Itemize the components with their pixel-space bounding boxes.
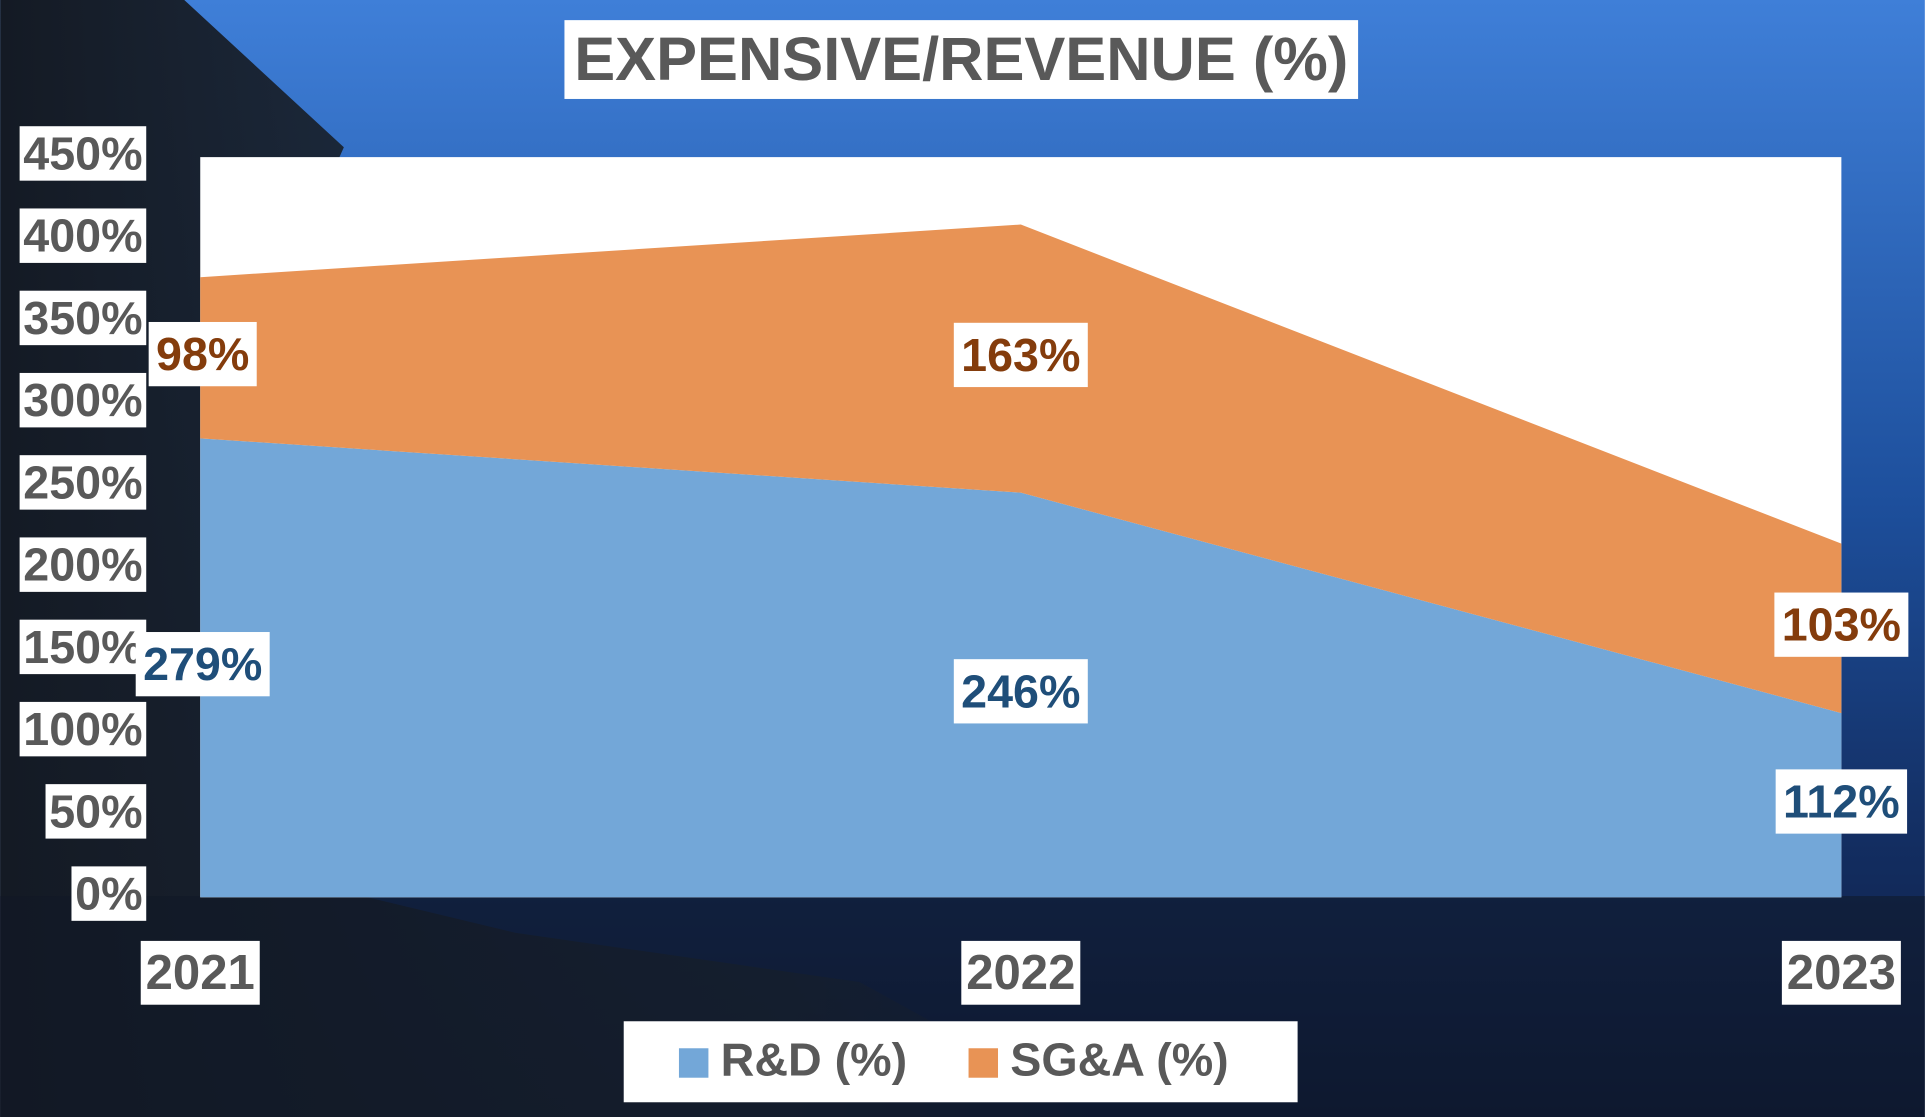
y-tick-label-background [71,866,147,921]
data-label-background [1775,769,1908,834]
y-tick-label-background [19,701,147,757]
chart-title-box: EXPENSIVE/REVENUE (%) [564,20,1359,99]
x-tick-label: 2021 [146,946,255,1000]
legend-swatch [678,1048,709,1078]
data-label: 98% [156,328,249,380]
x-tick-label-box: 2021 [140,940,260,1005]
data-label-box: 103% [1774,592,1909,657]
y-tick-label-background [19,455,147,510]
y-tick-label-box: 400% [19,208,147,263]
chart-title: EXPENSIVE/REVENUE (%) [574,25,1348,94]
legend-label: R&D (%) [721,1033,907,1085]
data-label: 163% [961,329,1080,381]
data-label: 279% [143,638,262,690]
legend: R&D (%) SG&A (%) [623,1021,1298,1103]
data-label-background [953,659,1088,724]
data-label-background [1774,592,1909,657]
y-tick-label-background [19,208,147,263]
y-tick-label-box: 200% [19,537,147,592]
y-tick-label: 400% [23,210,142,262]
x-tick-label-box: 2022 [961,940,1081,1005]
data-label-background [148,321,257,387]
data-label-background [135,632,270,697]
y-tick-label: 150% [23,621,142,673]
data-label: 112% [1783,776,1900,828]
data-label-box: 112% [1775,769,1908,834]
x-tick-label-box: 2023 [1781,940,1901,1005]
y-tick-label: 200% [23,539,142,591]
y-tick-label-box: 450% [19,126,147,181]
data-label-box: 279% [135,632,270,697]
x-tick-label: 2023 [1787,946,1896,1000]
data-label-background [953,322,1088,388]
x-tick-label: 2022 [966,946,1075,1000]
y-tick-label-box: 0% [71,866,147,921]
y-tick-label: 0% [75,868,142,920]
data-label-box: 98% [148,321,257,387]
x-tick-label-background [1781,940,1901,1005]
y-tick-label: 450% [23,127,142,179]
y-tick-label-background [19,537,147,592]
y-tick-label-background [19,619,147,675]
y-tick-label-box: 350% [19,290,147,346]
y-tick-label-background [19,372,147,428]
area [200,224,1842,714]
y-tick-label-box: 150% [19,619,147,675]
y-tick-label: 100% [23,703,142,755]
y-tick-label-background [19,290,147,346]
y-tick-label-box: 50% [45,784,147,839]
y-tick-label: 50% [49,785,142,837]
data-label: 103% [1782,599,1901,651]
legend-background [623,1021,1298,1103]
y-tick-label: 300% [23,374,142,426]
y-tick-label-box: 100% [19,701,147,757]
chart-title-background [564,20,1359,99]
data-label: 246% [961,665,1080,717]
legend-swatch [968,1048,999,1078]
y-tick-label-background [19,126,147,181]
y-tick-label: 250% [23,456,142,508]
x-tick-label-background [961,940,1081,1005]
y-tick-label: 350% [23,292,142,344]
y-tick-label-box: 300% [19,372,147,428]
legend-label: SG&A (%) [1010,1033,1228,1085]
y-tick-label-box: 250% [19,455,147,510]
data-label-box: 246% [953,659,1088,724]
y-tick-label-background [45,784,147,839]
data-label-box: 163% [953,322,1088,388]
x-tick-label-background [140,940,260,1005]
